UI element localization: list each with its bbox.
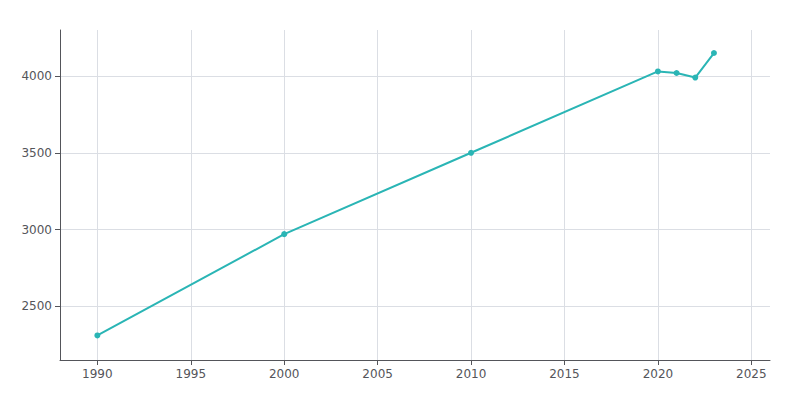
svg-text:2000: 2000	[269, 367, 300, 381]
svg-text:2015: 2015	[549, 367, 580, 381]
svg-text:3500: 3500	[21, 146, 52, 160]
svg-text:2020: 2020	[643, 367, 674, 381]
svg-text:1995: 1995	[176, 367, 207, 381]
svg-text:2500: 2500	[21, 299, 52, 313]
svg-text:4000: 4000	[21, 69, 52, 83]
svg-text:2025: 2025	[736, 367, 767, 381]
svg-text:3000: 3000	[21, 223, 52, 237]
svg-text:2005: 2005	[362, 367, 393, 381]
svg-text:1990: 1990	[82, 367, 113, 381]
svg-text:2010: 2010	[456, 367, 487, 381]
